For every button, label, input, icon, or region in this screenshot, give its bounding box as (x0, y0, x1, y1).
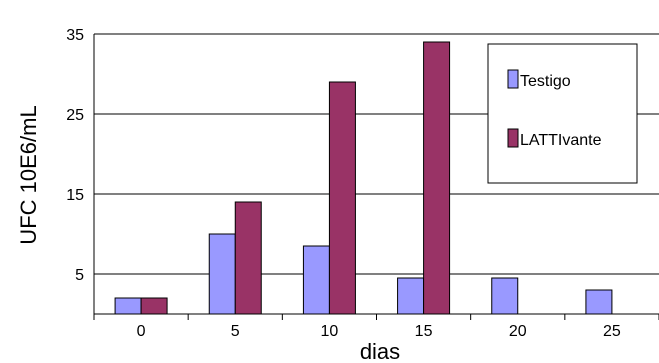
y-tick-labels: 5 15 25 35 (66, 27, 84, 284)
bar-testigo-25 (585, 289, 613, 315)
legend: Testigo LATTIvante (487, 43, 638, 184)
x-axis-title: dias (360, 339, 400, 363)
legend-swatch-testigo (507, 69, 519, 89)
legend-label-testigo: Testigo (520, 73, 571, 90)
bar-lattivante-15 (423, 41, 451, 315)
x-tick-label: 10 (321, 323, 339, 340)
y-tick-label: 15 (66, 187, 84, 204)
bar-testigo-20 (491, 277, 519, 315)
bar-testigo-15 (397, 277, 425, 315)
bar-lattivante-10 (328, 81, 356, 315)
bar-lattivante-5 (234, 201, 262, 315)
y-tick-label: 35 (66, 27, 84, 44)
x-tick-label: 25 (603, 323, 621, 340)
x-tick-label: 20 (509, 323, 527, 340)
axes (93, 34, 659, 320)
x-tick-label: 5 (231, 323, 240, 340)
legend-swatch-lattivante (507, 128, 519, 148)
legend-label-lattivante: LATTIvante (520, 132, 602, 149)
bar-testigo-5 (208, 233, 236, 315)
x-tick-labels: 0 5 10 15 20 25 (137, 323, 621, 340)
gridlines (94, 33, 659, 275)
y-tick-label: 5 (75, 267, 84, 284)
legend-box (487, 43, 638, 184)
bar-testigo-10 (302, 245, 330, 315)
bar-lattivante-0 (140, 297, 168, 315)
y-tick-label: 25 (66, 107, 84, 124)
y-axis-title: UFC 10E6/mL (16, 105, 41, 244)
x-tick-label: 0 (137, 323, 146, 340)
x-tick-label: 15 (415, 323, 433, 340)
bar-testigo-0 (114, 297, 142, 315)
